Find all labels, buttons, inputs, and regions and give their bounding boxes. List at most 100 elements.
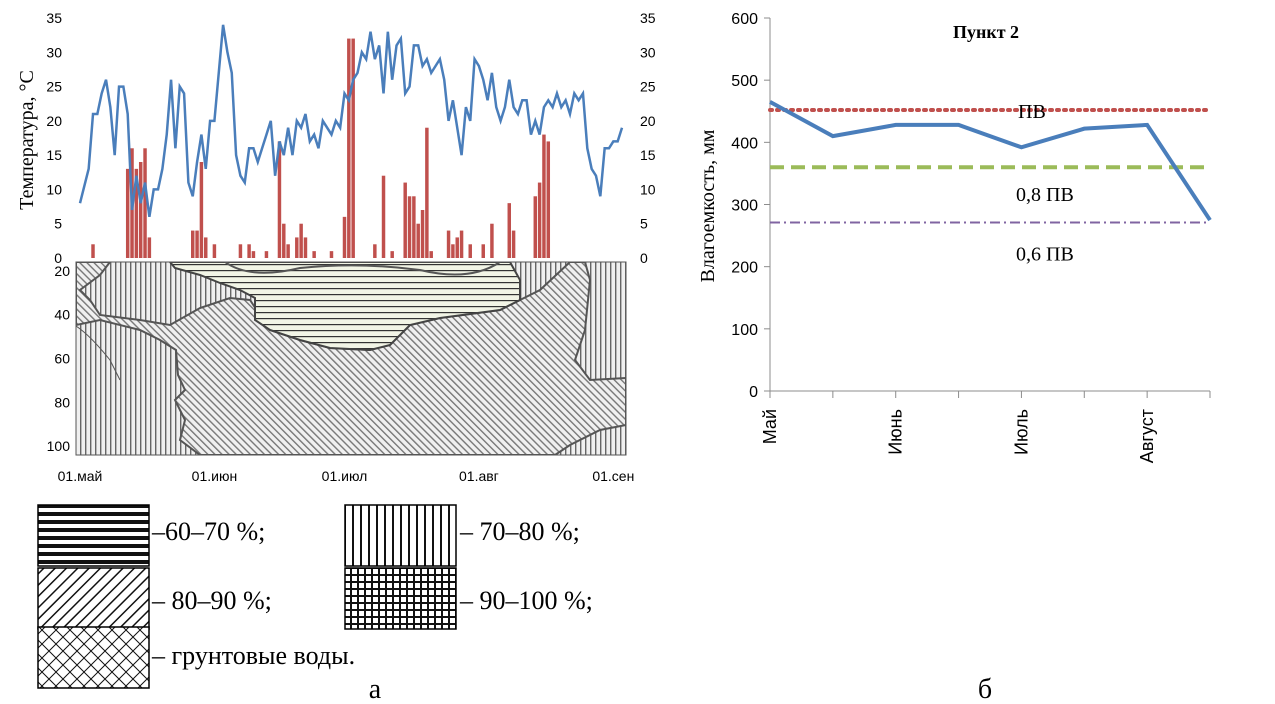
left-ytick-label: 0 — [54, 250, 62, 266]
right-xtick-label: Май — [760, 409, 780, 444]
depth-tick-label: 40 — [54, 307, 70, 323]
legend-label-60-70: –60–70 %; — [151, 517, 265, 546]
precipitation-bar — [412, 196, 416, 258]
precipitation-bar — [381, 175, 386, 258]
depth-tick-label: 100 — [47, 438, 71, 454]
precipitation-bar — [138, 162, 143, 258]
precipitation-bar — [416, 223, 420, 258]
date-tick-label: 01.май — [58, 468, 103, 484]
precipitation-bar — [295, 237, 299, 258]
reference-lines: ПВ 0,8 ПВ 0,6 ПВ — [768, 101, 1212, 266]
precipitation-bar — [351, 38, 355, 259]
chart-left: 0 5 10 15 20 25 30 35 0 5 10 15 20 25 30 35 Температура… — [16, 10, 656, 704]
reference-line-label: ПВ — [1018, 101, 1046, 123]
left-ytick-label: 25 — [46, 79, 62, 95]
depth-tick-label: 20 — [54, 263, 70, 279]
left-ytick-label: 20 — [46, 113, 62, 129]
right-title: Пункт 2 — [953, 22, 1019, 42]
precipitation-bar — [238, 244, 243, 258]
right-ytick-label: 600 — [731, 11, 758, 28]
precipitation-bar — [347, 38, 351, 259]
left-ytick-label: 35 — [46, 10, 62, 26]
precipitation-bar — [546, 141, 551, 258]
precipitation-bar — [134, 168, 139, 258]
moisture-legend: –60–70 %; – 70–80 %; – 80–90 %; – 90–100… — [37, 504, 593, 689]
precipitation-bar — [490, 223, 494, 258]
precipitation-bar — [312, 251, 316, 258]
right-ytick-label: 0 — [749, 384, 758, 401]
legend-swatch-60-70 — [37, 504, 150, 567]
precipitation-bar — [446, 230, 451, 258]
precipitation-bar — [481, 244, 485, 258]
precipitation-bar — [204, 237, 208, 258]
precipitation-bar — [329, 251, 334, 258]
panel-label-b: б — [978, 674, 992, 704]
depth-tick-label: 60 — [54, 351, 70, 367]
right-xtick-label: Июнь — [886, 409, 906, 455]
right-ytick-label: 15 — [640, 147, 656, 163]
right-ylabel: Влагоемкость, мм — [697, 129, 719, 282]
precipitation-bar — [390, 251, 394, 258]
right-ytick-label: 5 — [640, 216, 648, 232]
precipitation-bar — [451, 244, 455, 258]
precipitation-bar — [403, 182, 407, 258]
precipitation-bar — [425, 127, 429, 258]
legend-swatch-groundwater — [37, 626, 150, 689]
temperature-line — [78, 24, 624, 218]
soil-moisture-chart — [76, 262, 626, 455]
date-tick-label: 01.июн — [192, 468, 238, 484]
date-tick-label: 01.сен — [592, 468, 634, 484]
right-ytick-label: 500 — [731, 73, 758, 90]
right-ytick-label: 35 — [640, 10, 656, 26]
left-ytick-label: 30 — [46, 44, 62, 60]
legend-label-groundwater: – грунтовые воды. — [151, 641, 355, 670]
left-ytick-label: 15 — [46, 147, 62, 163]
legend-label-80-90: – 80–90 %; — [151, 586, 272, 615]
precipitation-bar — [199, 162, 204, 258]
right-ytick-label: 300 — [731, 198, 758, 215]
legend-swatch-90-100 — [344, 567, 457, 630]
precipitation-bar — [507, 203, 511, 258]
soil-zone-80-90 — [76, 262, 626, 455]
right-ytick-label: 25 — [640, 79, 656, 95]
right-axes: 0 100 200 300 400 500 600 Май Июнь Июль Август — [731, 11, 1211, 463]
panel-label-a: а — [369, 674, 382, 704]
precipitation-bar — [91, 244, 95, 258]
precipitation-bar — [373, 244, 377, 258]
precipitation-bar — [212, 244, 217, 258]
precipitation-bar — [277, 141, 282, 258]
right-ytick-label: 30 — [640, 44, 656, 60]
precipitation-bar — [407, 196, 412, 258]
reference-line-label: 0,8 ПВ — [1016, 184, 1074, 206]
right-ytick-label: 0 — [640, 250, 648, 266]
precipitation-bar — [429, 251, 433, 258]
legend-swatch-70-80 — [344, 504, 457, 567]
precipitation-bar — [511, 230, 516, 258]
soil-zone-60-70 — [168, 262, 521, 352]
precipitation-bar — [459, 230, 464, 258]
precipitation-bar — [299, 223, 303, 258]
precipitation-bar — [191, 230, 195, 258]
reference-line-label: 0,6 ПВ — [1016, 244, 1074, 266]
right-ytick-label: 20 — [640, 113, 656, 129]
precipitation-bar — [342, 216, 347, 258]
legend-swatch-80-90 — [37, 567, 150, 630]
right-ytick-label: 100 — [731, 322, 758, 339]
precipitation-bars — [91, 38, 551, 259]
legend-label-70-80: – 70–80 %; — [459, 517, 580, 546]
right-ytick-label: 200 — [731, 260, 758, 277]
precipitation-bar — [533, 196, 538, 258]
precipitation-bar — [264, 251, 269, 258]
left-axes: 0 5 10 15 20 25 30 35 0 5 10 15 20 25 30 35 — [46, 10, 655, 266]
right-ytick-label: 10 — [640, 181, 656, 197]
depth-tick-label: 80 — [54, 394, 70, 410]
precipitation-bar — [247, 244, 251, 258]
precipitation-bar — [537, 182, 542, 258]
precipitation-bar — [195, 230, 199, 258]
precipitation-bar — [468, 244, 472, 258]
precipitation-bar — [303, 237, 308, 258]
left-ytick-label: 5 — [54, 216, 62, 232]
left-ytick-label: 10 — [46, 181, 62, 197]
soil-axes: 20 40 60 80 100 01.май 01.июн 01.июл 01.авг 01.се… — [47, 263, 635, 484]
